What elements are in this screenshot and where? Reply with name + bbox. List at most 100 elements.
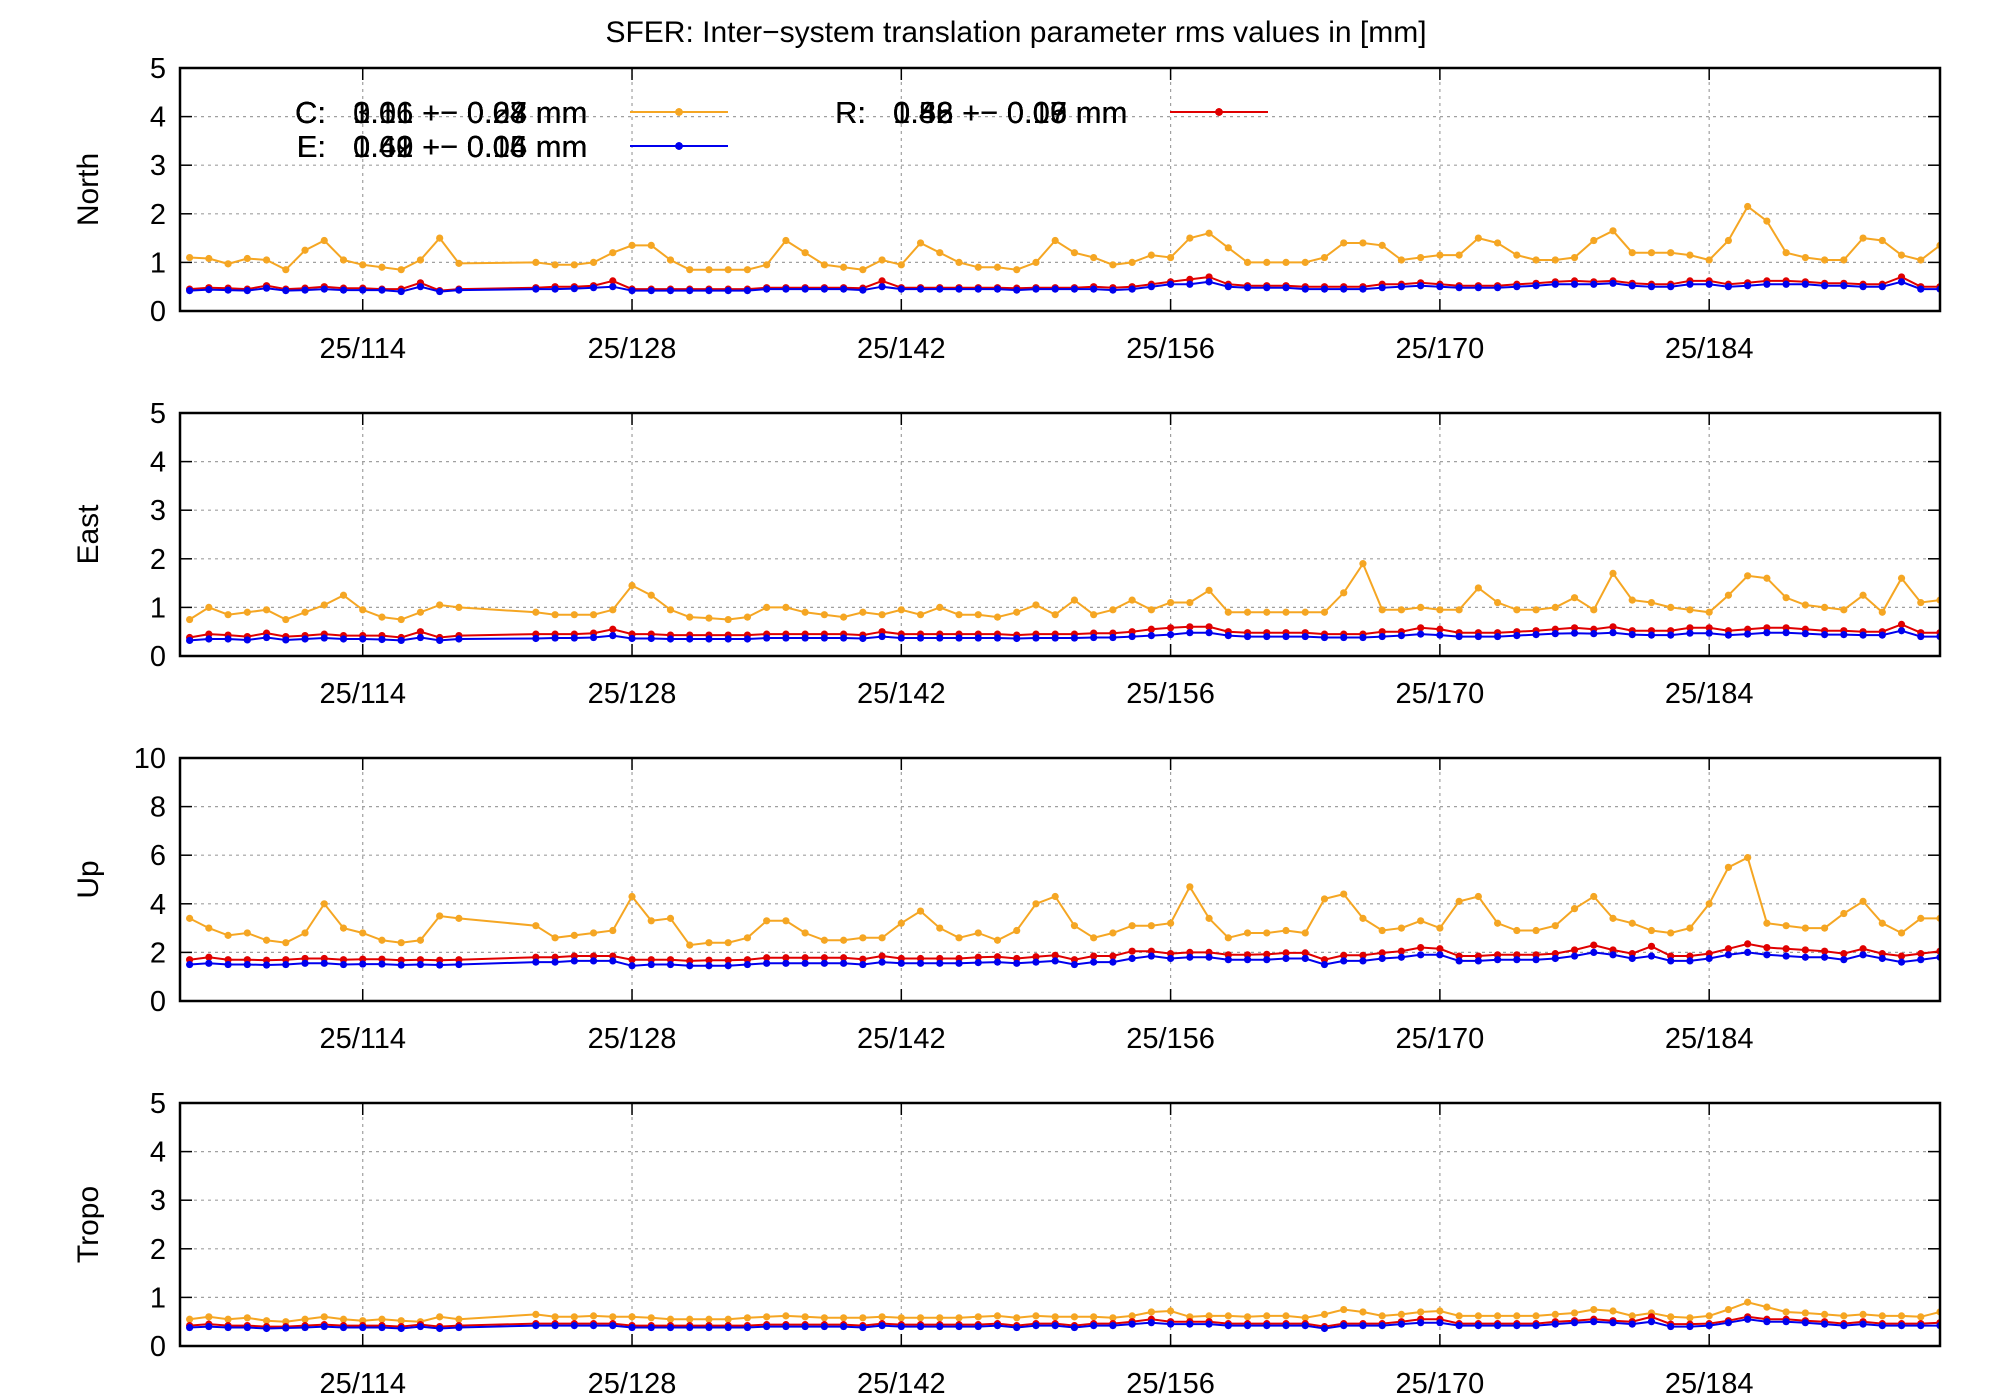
data-point-E <box>436 1324 444 1333</box>
data-point-C <box>1532 1312 1540 1320</box>
data-point-E <box>455 960 463 969</box>
data-point-C <box>301 608 309 616</box>
data-point-C <box>686 266 694 274</box>
data-point-E <box>936 959 944 967</box>
data-point-R <box>724 956 732 964</box>
data-point-C <box>186 615 194 624</box>
x-tick-label: 25/128 <box>588 1368 677 1400</box>
data-point-E <box>878 958 886 966</box>
data-point-E <box>455 286 463 294</box>
data-point-C <box>1551 256 1559 264</box>
data-point-E <box>955 959 963 967</box>
data-point-C <box>1782 594 1790 602</box>
data-point-C <box>1667 603 1675 612</box>
data-point-C <box>1763 1303 1771 1311</box>
data-point-E <box>1782 952 1790 960</box>
data-point-E <box>1667 1322 1675 1331</box>
data-point-C <box>378 1315 386 1323</box>
data-point-E <box>397 961 405 969</box>
data-point-C <box>1282 926 1290 935</box>
data-point-E <box>0 286 4 293</box>
data-point-E <box>1532 631 1540 639</box>
data-point-R <box>0 628 4 635</box>
data-point-E <box>1109 286 1117 294</box>
y-tick-label: 5 <box>150 398 166 430</box>
data-point-C <box>763 603 771 612</box>
data-point-C <box>186 914 194 922</box>
legend-key: C: <box>295 95 326 130</box>
data-point-C <box>1744 202 1752 211</box>
data-point-C <box>743 613 752 621</box>
data-point-E <box>589 284 598 292</box>
data-point-E <box>974 959 982 967</box>
data-point-C <box>1686 251 1694 259</box>
data-point-C <box>666 914 675 922</box>
data-point-C <box>1397 256 1406 264</box>
data-point-C <box>763 261 771 269</box>
data-point-C <box>1570 253 1579 262</box>
data-point-C <box>1243 929 1252 937</box>
data-point-E <box>1744 948 1752 957</box>
x-tick-label: 25/142 <box>857 678 946 710</box>
x-tick-label: 25/114 <box>319 1368 406 1400</box>
data-point-R <box>1090 952 1098 960</box>
data-point-C <box>1301 1314 1309 1322</box>
data-point-C <box>1417 917 1425 925</box>
data-point-R <box>1724 945 1733 953</box>
data-point-C <box>262 606 271 614</box>
data-point-E <box>763 959 771 967</box>
data-point-C <box>993 1312 1002 1320</box>
data-point-C <box>743 266 752 274</box>
data-point-R <box>1167 624 1175 632</box>
data-point-C <box>1359 560 1367 568</box>
data-point-E <box>1301 632 1309 641</box>
data-point-C <box>1705 1312 1713 1320</box>
legend-stat: 1.61 +− 0.16 mm <box>353 129 587 164</box>
data-point-E <box>1263 632 1271 641</box>
data-point-C <box>1493 598 1502 607</box>
data-point-C <box>1359 914 1367 922</box>
y-tick-label: 6 <box>150 840 166 872</box>
data-point-E <box>1013 286 1021 294</box>
data-point-C <box>936 603 944 612</box>
data-point-E <box>1686 957 1694 965</box>
data-point-C <box>955 611 963 619</box>
data-point-E <box>1070 1323 1079 1332</box>
data-point-E <box>1301 1321 1309 1330</box>
data-point-E <box>1820 282 1829 290</box>
data-point-C <box>532 608 540 616</box>
data-point-E <box>1474 957 1482 965</box>
data-point-C <box>1436 1307 1444 1315</box>
data-point-R <box>1417 943 1425 952</box>
data-point-C <box>1513 251 1521 259</box>
data-point-C <box>955 258 963 266</box>
legend-stat: 0.46 +− 0.05 mm <box>893 95 1127 130</box>
data-point-C <box>532 1310 540 1319</box>
data-point-E <box>801 959 809 967</box>
data-point-C <box>936 249 944 257</box>
data-point-C <box>1917 598 1925 607</box>
legend-stat: 0.40 +− 0.04 mm <box>353 129 587 164</box>
data-point-E <box>1840 631 1848 639</box>
data-point-E <box>416 960 425 969</box>
data-point-E <box>763 634 771 642</box>
data-point-E <box>301 959 309 967</box>
data-point-E <box>859 634 867 643</box>
data-point-R <box>609 625 617 633</box>
data-point-C <box>224 1315 232 1323</box>
data-point-C <box>1205 586 1213 594</box>
data-point-E <box>705 962 713 970</box>
data-point-C <box>878 934 886 942</box>
series-line-C <box>189 205 1940 271</box>
data-point-R <box>1744 940 1752 948</box>
data-point-C <box>628 1313 636 1321</box>
data-point-E <box>0 954 4 961</box>
data-point-E <box>1186 1320 1194 1328</box>
data-point-E <box>1705 954 1713 963</box>
data-point-R <box>1109 952 1117 960</box>
data-point-E <box>936 285 944 293</box>
data-point-C <box>1917 1313 1925 1321</box>
data-point-C <box>397 266 405 274</box>
data-point-E <box>1917 956 1925 964</box>
y-tick-label: 5 <box>150 53 166 85</box>
